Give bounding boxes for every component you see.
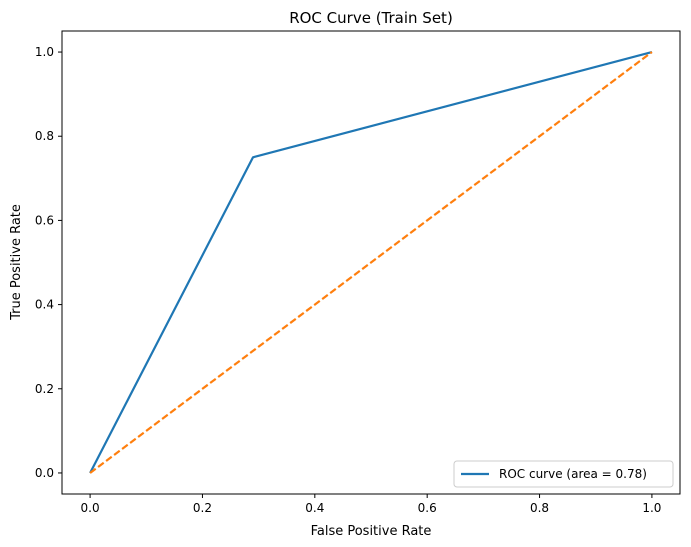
y-tick-label: 0.2 <box>35 382 54 396</box>
x-tick-label: 0.4 <box>305 501 324 515</box>
x-tick-label: 0.8 <box>530 501 549 515</box>
chart-title: ROC Curve (Train Set) <box>289 9 453 27</box>
y-tick-label: 0.4 <box>35 298 54 312</box>
series-layer <box>89 50 653 474</box>
x-tick-label: 0.6 <box>418 501 437 515</box>
plot-frame <box>61 30 681 495</box>
y-tick-label: 0.0 <box>35 466 54 480</box>
legend-box <box>453 460 674 488</box>
x-tick-label: 0.2 <box>193 501 212 515</box>
roc-curve-line <box>89 50 653 474</box>
x-axis-label: False Positive Rate <box>311 524 432 539</box>
y-axis-label: True Positive Rate <box>9 204 24 321</box>
y-axis: 0.0 0.2 0.4 0.6 0.8 1.0 <box>35 45 62 480</box>
diagonal-reference-line <box>89 51 653 474</box>
legend-entry-roc: ROC curve (area = 0.78) <box>499 467 647 481</box>
x-axis: 0.0 0.2 0.4 0.6 0.8 1.0 <box>81 494 661 515</box>
y-tick-label: 0.8 <box>35 129 54 143</box>
y-tick-label: 1.0 <box>35 45 54 59</box>
legend: ROC curve (area = 0.78) <box>453 460 674 488</box>
y-tick-label: 0.6 <box>35 213 54 227</box>
x-tick-label: 1.0 <box>642 501 661 515</box>
x-tick-label: 0.0 <box>81 501 100 515</box>
plot-area <box>61 30 681 495</box>
